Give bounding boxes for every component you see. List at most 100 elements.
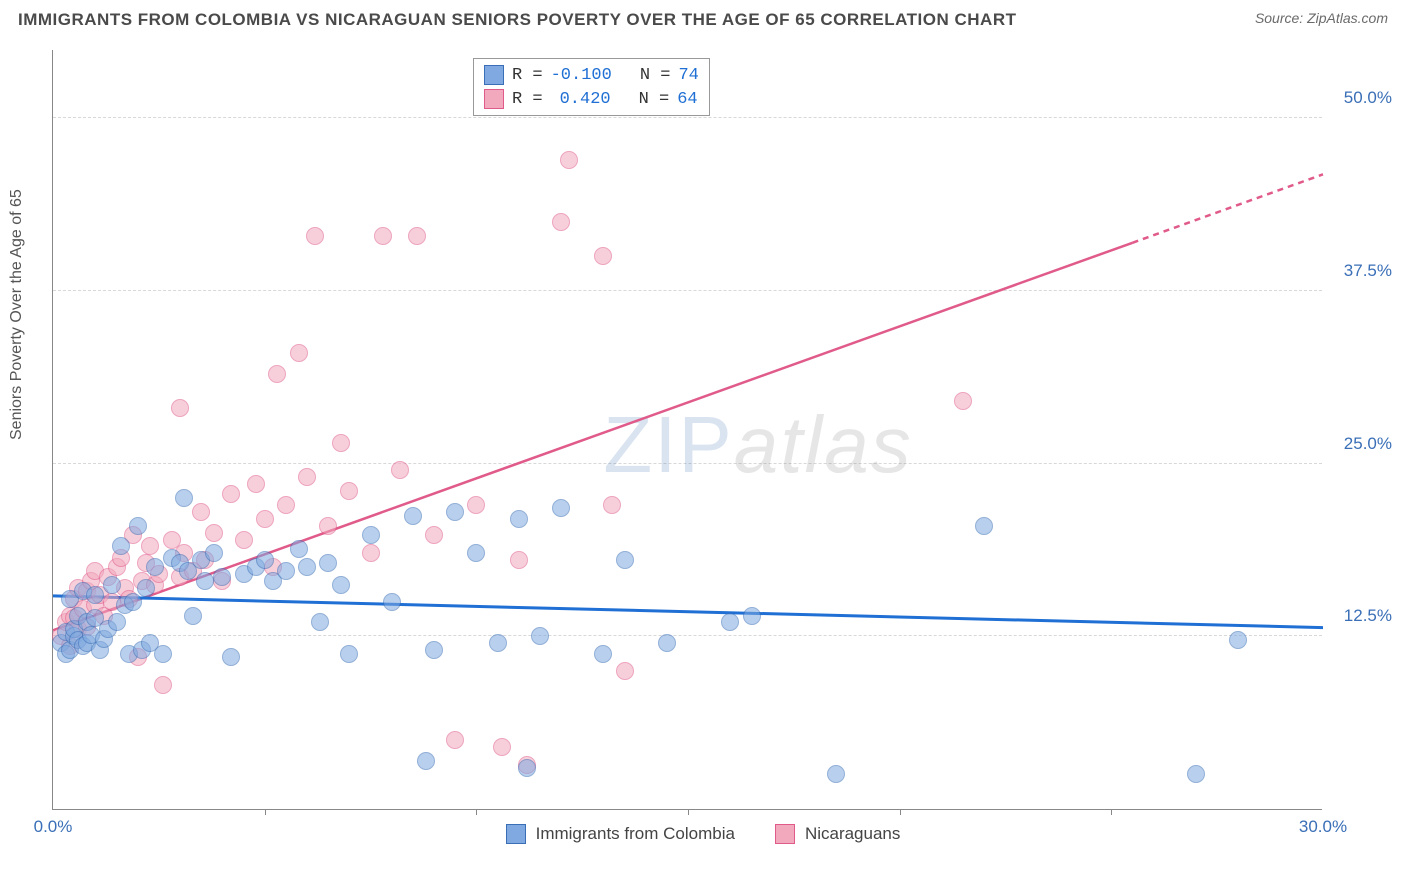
legend-label: Nicaraguans (805, 824, 900, 844)
y-tick-label: 50.0% (1332, 88, 1392, 108)
data-point-colombia (124, 593, 142, 611)
data-point-colombia (154, 645, 172, 663)
data-point-colombia (175, 489, 193, 507)
data-point-colombia (184, 607, 202, 625)
legend-swatch (775, 824, 795, 844)
data-point-colombia (510, 510, 528, 528)
data-point-nicaragua (247, 475, 265, 493)
data-point-nicaragua (332, 434, 350, 452)
data-point-nicaragua (340, 482, 358, 500)
plot-area: 12.5%25.0%37.5%50.0%0.0%30.0%ZIPatlasR =… (52, 50, 1322, 810)
stat-N-value: 74 (678, 66, 698, 85)
data-point-nicaragua (560, 151, 578, 169)
source-label: Source: ZipAtlas.com (1255, 10, 1388, 26)
data-point-colombia (108, 613, 126, 631)
stat-N-label: N = (640, 66, 671, 85)
data-point-colombia (340, 645, 358, 663)
data-point-colombia (298, 558, 316, 576)
data-point-colombia (658, 634, 676, 652)
legend-swatch (484, 65, 504, 85)
data-point-nicaragua (362, 544, 380, 562)
trend-layer (53, 50, 1323, 810)
data-point-nicaragua (510, 551, 528, 569)
data-point-nicaragua (552, 213, 570, 231)
legend-swatch (484, 89, 504, 109)
data-point-nicaragua (141, 537, 159, 555)
data-point-nicaragua (290, 344, 308, 362)
data-point-nicaragua (616, 662, 634, 680)
data-point-nicaragua (594, 247, 612, 265)
stat-R-label: R = (512, 90, 543, 109)
data-point-nicaragua (408, 227, 426, 245)
data-point-colombia (146, 558, 164, 576)
data-point-colombia (404, 507, 422, 525)
data-point-nicaragua (603, 496, 621, 514)
legend-label: Immigrants from Colombia (536, 824, 735, 844)
data-point-colombia (311, 613, 329, 631)
data-point-colombia (256, 551, 274, 569)
data-point-colombia (383, 593, 401, 611)
data-point-colombia (112, 537, 130, 555)
data-point-nicaragua (306, 227, 324, 245)
chart-container: Seniors Poverty Over the Age of 65 12.5%… (0, 40, 1406, 850)
y-tick-label: 12.5% (1332, 606, 1392, 626)
data-point-colombia (332, 576, 350, 594)
data-point-colombia (531, 627, 549, 645)
data-point-colombia (86, 586, 104, 604)
data-point-nicaragua (446, 731, 464, 749)
legend-item: Nicaraguans (775, 824, 900, 844)
y-tick-label: 25.0% (1332, 434, 1392, 454)
data-point-colombia (290, 540, 308, 558)
data-point-nicaragua (222, 485, 240, 503)
data-point-nicaragua (374, 227, 392, 245)
chart-title: IMMIGRANTS FROM COLOMBIA VS NICARAGUAN S… (18, 10, 1017, 30)
data-point-nicaragua (192, 503, 210, 521)
data-point-colombia (518, 759, 536, 777)
data-point-nicaragua (298, 468, 316, 486)
data-point-nicaragua (954, 392, 972, 410)
stats-legend-row: R = 0.420 N = 64 (484, 87, 699, 111)
data-point-colombia (1187, 765, 1205, 783)
stats-legend: R =-0.100N =74R =0.420N =64 (473, 58, 710, 116)
data-point-nicaragua (391, 461, 409, 479)
data-point-colombia (196, 572, 214, 590)
data-point-nicaragua (154, 676, 172, 694)
stat-N-value: 64 (677, 90, 697, 109)
data-point-colombia (417, 752, 435, 770)
data-point-nicaragua (467, 496, 485, 514)
data-point-nicaragua (256, 510, 274, 528)
data-point-colombia (594, 645, 612, 663)
data-point-colombia (446, 503, 464, 521)
stats-legend-row: R =-0.100N =74 (484, 63, 699, 87)
data-point-colombia (721, 613, 739, 631)
data-point-colombia (552, 499, 570, 517)
data-point-nicaragua (319, 517, 337, 535)
data-point-colombia (137, 579, 155, 597)
data-point-colombia (489, 634, 507, 652)
stat-R-value: 0.420 (551, 90, 611, 109)
data-point-colombia (277, 562, 295, 580)
data-point-nicaragua (268, 365, 286, 383)
data-point-nicaragua (205, 524, 223, 542)
data-point-colombia (213, 568, 231, 586)
data-point-colombia (975, 517, 993, 535)
series-legend: Immigrants from Colombia Nicaraguans (0, 824, 1406, 844)
data-point-nicaragua (493, 738, 511, 756)
data-point-colombia (205, 544, 223, 562)
data-point-colombia (362, 526, 380, 544)
data-point-colombia (467, 544, 485, 562)
y-axis-label: Seniors Poverty Over the Age of 65 (8, 189, 26, 440)
y-tick-label: 37.5% (1332, 261, 1392, 281)
data-point-colombia (616, 551, 634, 569)
data-point-colombia (1229, 631, 1247, 649)
data-point-nicaragua (277, 496, 295, 514)
data-point-colombia (319, 554, 337, 572)
data-point-colombia (103, 576, 121, 594)
data-point-colombia (129, 517, 147, 535)
data-point-nicaragua (235, 531, 253, 549)
data-point-nicaragua (171, 399, 189, 417)
stat-N-label: N = (639, 90, 670, 109)
legend-item: Immigrants from Colombia (506, 824, 735, 844)
data-point-nicaragua (425, 526, 443, 544)
data-point-colombia (222, 648, 240, 666)
